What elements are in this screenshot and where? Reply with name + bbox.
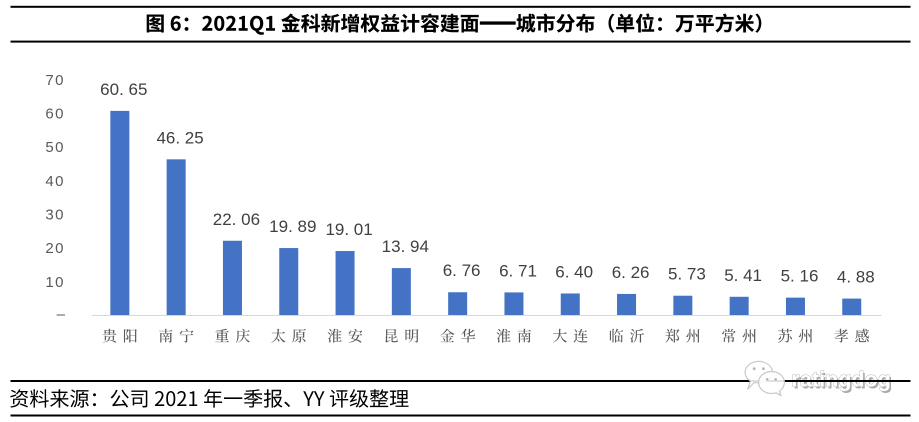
svg-text:19. 89: 19. 89 (269, 217, 316, 236)
svg-text:19. 01: 19. 01 (325, 220, 372, 239)
svg-text:60. 65: 60. 65 (100, 80, 147, 99)
svg-text:22. 06: 22. 06 (213, 210, 260, 229)
svg-text:40: 40 (45, 173, 65, 190)
svg-text:46. 25: 46. 25 (156, 128, 203, 147)
svg-text:6. 76: 6. 76 (443, 261, 481, 280)
svg-text:20: 20 (45, 240, 65, 257)
svg-text:6. 26: 6. 26 (612, 263, 650, 282)
svg-text:70: 70 (45, 72, 65, 89)
svg-text:10: 10 (45, 274, 65, 291)
svg-text:6. 40: 6. 40 (555, 263, 593, 282)
svg-text:5. 16: 5. 16 (781, 267, 819, 286)
svg-text:50: 50 (45, 139, 65, 156)
svg-text:–: – (57, 306, 66, 323)
svg-text:5. 73: 5. 73 (668, 265, 706, 284)
svg-text:13. 94: 13. 94 (382, 237, 429, 256)
svg-text:4. 88: 4. 88 (837, 268, 875, 287)
svg-text:6. 71: 6. 71 (499, 261, 537, 280)
svg-text:30: 30 (45, 207, 65, 224)
svg-text:60: 60 (45, 106, 65, 123)
svg-text:5. 41: 5. 41 (724, 266, 762, 285)
